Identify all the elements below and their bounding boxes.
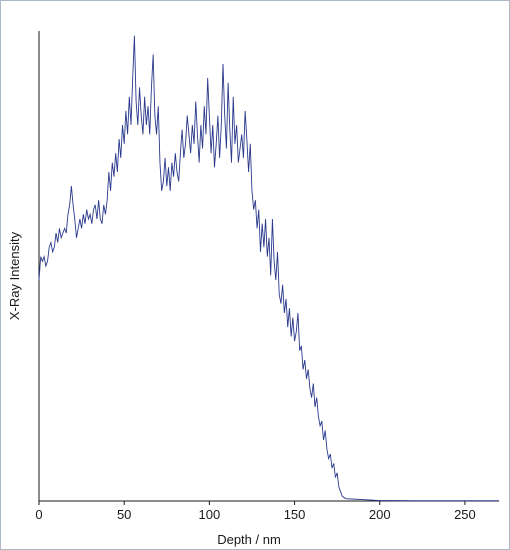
x-tick-label: 50 xyxy=(117,507,131,522)
x-tick-label: 150 xyxy=(284,507,306,522)
x-tick-label: 200 xyxy=(369,507,391,522)
x-ticks: 0 50 100 150 200 250 xyxy=(35,501,476,522)
x-axis-label: Depth / nm xyxy=(217,532,281,547)
x-tick-label: 100 xyxy=(199,507,221,522)
series-line xyxy=(38,35,499,502)
y-axis-label: X-Ray Intensity xyxy=(7,231,22,320)
x-tick-label: 0 xyxy=(35,507,42,522)
x-tick-label: 250 xyxy=(454,507,476,522)
